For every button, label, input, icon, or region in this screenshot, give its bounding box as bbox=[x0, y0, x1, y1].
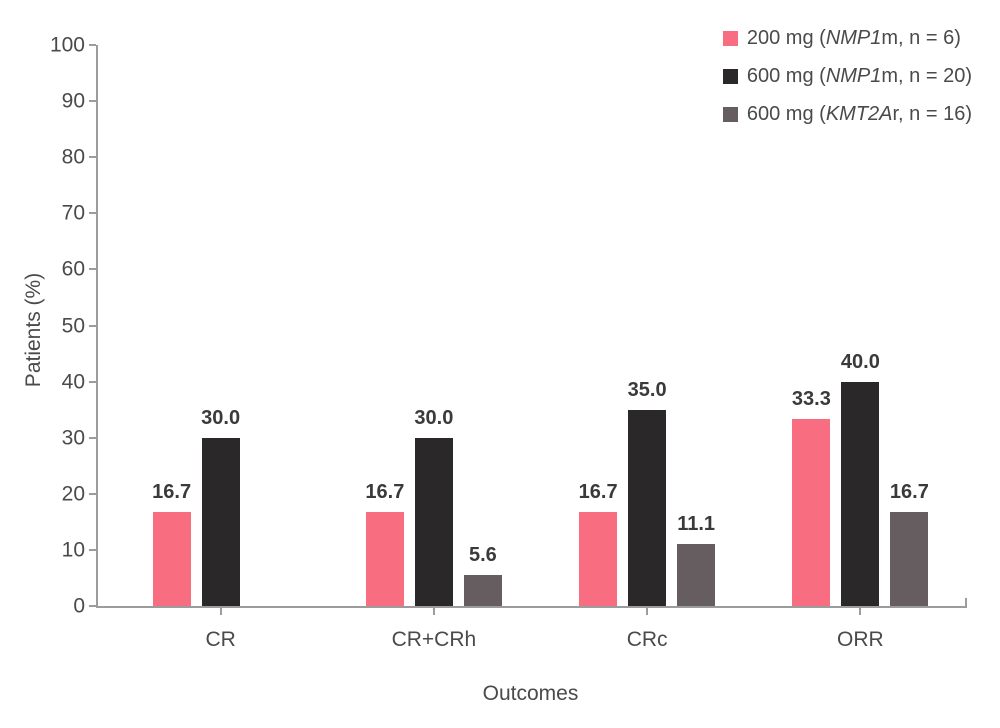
bar bbox=[201, 437, 240, 606]
y-tick-label: 0 bbox=[73, 594, 85, 618]
y-tick bbox=[89, 44, 96, 46]
bar bbox=[841, 381, 880, 606]
y-tick-label: 60 bbox=[61, 257, 85, 281]
bar-slot: 16.7 bbox=[152, 45, 192, 606]
bar bbox=[579, 512, 618, 606]
value-label: 16.7 bbox=[889, 481, 929, 504]
bar-slot: 16.7 bbox=[889, 45, 929, 606]
x-axis-end-tick bbox=[965, 598, 967, 606]
category-label: CRc bbox=[626, 628, 668, 651]
legend-item-600mg-kmt2a: 600 mg (KMT2Ar, n = 16) bbox=[722, 103, 972, 126]
bar bbox=[414, 437, 453, 606]
bar-group-crc: 16.7 35.0 11.1 CRc bbox=[541, 45, 754, 651]
value-label: 30.0 bbox=[414, 406, 454, 429]
bar-groups: 16.7 30.0 CR 16.7 30.0 5.6 CR+CRh 16.7 35.0 11.1 C… bbox=[98, 45, 967, 651]
plot-area: 0 10 20 30 40 50 60 70 80 90 100 16.7 30.0 CR 16.7 30.… bbox=[50, 35, 967, 651]
bar-group-cr: 16.7 30.0 CR bbox=[114, 45, 327, 651]
legend-swatch-gray bbox=[722, 107, 738, 122]
y-tick-label: 90 bbox=[61, 89, 85, 113]
x-tick bbox=[219, 608, 222, 615]
value-label: 30.0 bbox=[201, 406, 241, 429]
legend-swatch-dark bbox=[722, 69, 738, 84]
legend-label: 600 mg (KMT2Ar, n = 16) bbox=[747, 103, 972, 126]
y-tick-label: 30 bbox=[61, 426, 85, 450]
y-tick bbox=[89, 100, 96, 103]
category-label: CR bbox=[205, 628, 236, 651]
bar-group-orr: 33.3 40.0 16.7 ORR bbox=[754, 45, 967, 651]
bar-slot: 30.0 bbox=[201, 45, 241, 606]
y-tick bbox=[89, 436, 96, 439]
bars-row: 33.3 40.0 16.7 bbox=[754, 45, 967, 606]
bar bbox=[677, 543, 716, 606]
value-label: 16.7 bbox=[365, 481, 405, 504]
bar-slot: 16.7 bbox=[578, 45, 618, 606]
bar bbox=[628, 409, 667, 606]
category-label: ORR bbox=[837, 628, 884, 651]
bars-row: 16.7 30.0 bbox=[114, 45, 327, 606]
x-tick bbox=[646, 608, 649, 615]
y-tick-label: 10 bbox=[61, 538, 85, 562]
legend-label-suffix: m, n = 20) bbox=[881, 65, 972, 87]
y-tick-label: 100 bbox=[49, 33, 85, 57]
x-axis-title: Outcomes bbox=[482, 682, 579, 705]
y-tick-label: 70 bbox=[61, 201, 85, 225]
value-label: 35.0 bbox=[627, 378, 667, 401]
value-label: 5.6 bbox=[468, 543, 497, 566]
value-label: 33.3 bbox=[791, 388, 831, 411]
y-tick-label: 50 bbox=[61, 314, 85, 337]
bar bbox=[463, 574, 502, 606]
legend-label-suffix: r, n = 16) bbox=[892, 103, 973, 125]
bar bbox=[792, 419, 831, 606]
bars-row: 16.7 30.0 5.6 bbox=[327, 45, 540, 606]
value-label: 40.0 bbox=[840, 350, 880, 373]
legend-label-prefix: 600 mg ( bbox=[746, 65, 826, 87]
y-tick bbox=[89, 492, 96, 495]
value-label: 11.1 bbox=[677, 512, 716, 535]
bar-slot: 35.0 bbox=[627, 45, 667, 606]
bar-slot: 33.3 bbox=[791, 45, 831, 606]
bars-row: 16.7 35.0 11.1 bbox=[541, 45, 754, 606]
y-tick bbox=[89, 212, 96, 215]
legend-label: 600 mg (NMP1m, n = 20) bbox=[747, 65, 972, 88]
y-tick-label: 40 bbox=[61, 370, 85, 394]
y-tick bbox=[89, 548, 96, 551]
legend-label-gene: NMP1 bbox=[825, 65, 882, 87]
bar-slot: 16.7 bbox=[365, 45, 405, 606]
y-tick bbox=[89, 605, 96, 607]
bar bbox=[152, 512, 191, 606]
y-axis-title: Patients (%) bbox=[22, 272, 45, 388]
legend-swatch-pink bbox=[722, 31, 738, 46]
y-tick-label: 20 bbox=[61, 482, 85, 506]
legend-item-600mg-nmp1: 600 mg (NMP1m, n = 20) bbox=[722, 65, 972, 88]
bar-group-cr+crh: 16.7 30.0 5.6 CR+CRh bbox=[327, 45, 540, 651]
legend-label: 200 mg (NMP1m, n = 6) bbox=[747, 27, 961, 50]
bar-slot: 40.0 bbox=[840, 45, 880, 606]
value-label: 16.7 bbox=[152, 481, 192, 504]
bar bbox=[890, 512, 929, 606]
legend-label-suffix: m, n = 6) bbox=[881, 27, 961, 49]
legend-label-prefix: 200 mg ( bbox=[746, 27, 826, 49]
legend-label-gene: KMT2A bbox=[825, 103, 893, 125]
value-label: 16.7 bbox=[578, 481, 618, 504]
category-label: CR+CRh bbox=[391, 628, 477, 651]
bar-slot: 5.6 bbox=[463, 45, 502, 606]
x-tick bbox=[432, 608, 435, 615]
legend: 200 mg (NMP1m, n = 6) 600 mg (NMP1m, n =… bbox=[722, 27, 972, 126]
y-tick bbox=[89, 324, 96, 327]
y-tick-label: 80 bbox=[61, 145, 85, 169]
y-tick bbox=[89, 380, 96, 383]
bar-slot bbox=[251, 45, 289, 606]
legend-item-200mg-nmp1: 200 mg (NMP1m, n = 6) bbox=[722, 27, 972, 50]
bar bbox=[365, 512, 404, 606]
bar-slot: 30.0 bbox=[414, 45, 454, 606]
legend-label-gene: NMP1 bbox=[825, 27, 882, 49]
bar-slot: 11.1 bbox=[677, 45, 716, 606]
y-tick bbox=[89, 268, 96, 271]
x-tick bbox=[859, 608, 862, 615]
legend-label-prefix: 600 mg ( bbox=[746, 103, 826, 125]
y-tick bbox=[89, 156, 96, 159]
